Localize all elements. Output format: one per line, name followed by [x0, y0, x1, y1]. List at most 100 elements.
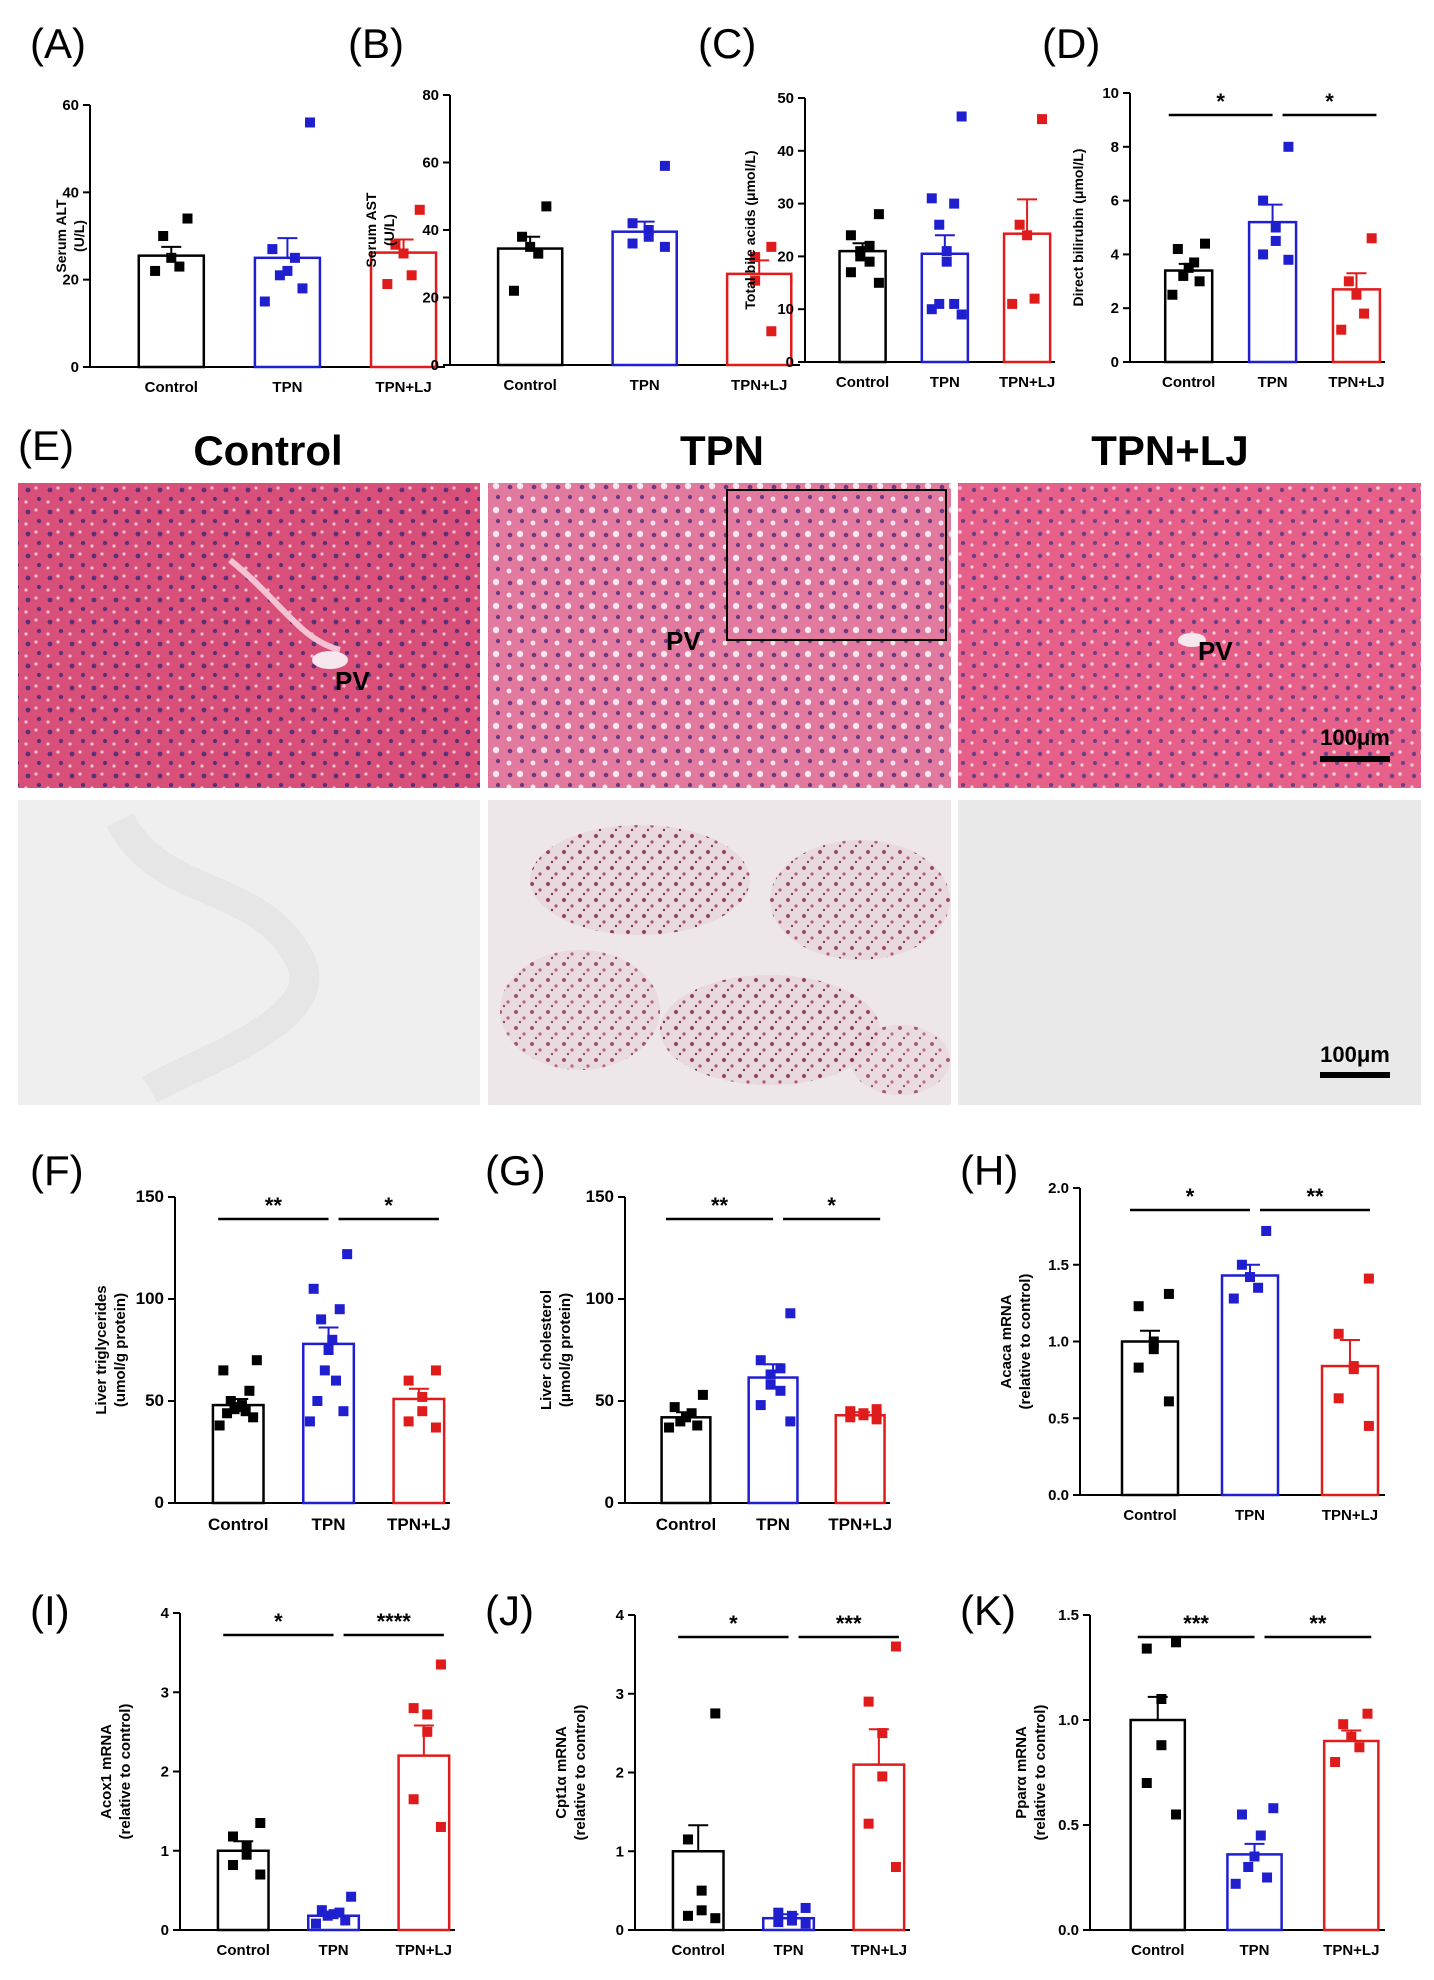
significance-label: **	[711, 1193, 729, 1218]
y-tick-label: 80	[422, 87, 439, 104]
y-axis-label: Acox1 mRNA (relative to control)	[98, 1704, 134, 1840]
data-point	[1228, 1293, 1239, 1304]
y-axis-label-line: Pparα mRNA	[1013, 1726, 1030, 1819]
data-point	[340, 1915, 351, 1926]
data-point	[422, 1709, 433, 1720]
x-tick-label: Control	[1123, 1507, 1176, 1524]
x-tick-label: TPN+LJ	[731, 377, 787, 394]
panel-letter-B: (B)	[348, 20, 404, 67]
y-tick-label: 30	[777, 196, 794, 213]
significance-label: ****	[377, 1609, 412, 1634]
data-point	[414, 204, 425, 215]
data-point	[1363, 1273, 1374, 1284]
data-point	[855, 251, 866, 262]
data-point	[1338, 1719, 1349, 1730]
data-point	[403, 1375, 414, 1386]
data-point	[800, 1918, 811, 1929]
y-tick-label: 3	[616, 1686, 624, 1703]
chart-B: (B) 0 20 40 60 80 Serum AST (U/L) Control TPN TPN+…	[348, 20, 800, 394]
data-point	[755, 1355, 766, 1366]
data-point	[775, 1385, 786, 1396]
y-axis-label: Cpt1α mRNA (relative to control)	[553, 1705, 589, 1841]
data-point	[525, 241, 536, 252]
data-point	[775, 1363, 786, 1374]
data-point	[773, 1917, 784, 1928]
x-tick-label: TPN+LJ	[396, 1942, 452, 1959]
y-tick-label: 8	[1111, 139, 1119, 156]
data-point	[158, 231, 169, 241]
y-tick-label: 0	[431, 357, 439, 374]
data-point	[1354, 1742, 1365, 1753]
chart-K: (K) 0.0 0.5 1.0 1.5 Pparα mRNA (relative to co…	[960, 1587, 1385, 1959]
x-tick-label: Control	[503, 377, 556, 394]
data-point	[941, 256, 952, 267]
data-point	[845, 1406, 856, 1417]
x-tick-label: TPN	[774, 1942, 804, 1959]
chart-I: (I) 0 1 2 3 4 Acox1 mRNA (relative to control) C…	[30, 1587, 455, 1959]
data-point	[319, 1365, 330, 1376]
panel-letter-G: (G)	[485, 1147, 546, 1194]
data-point	[627, 238, 638, 249]
data-point	[240, 1406, 251, 1417]
data-point	[417, 1391, 428, 1402]
data-point	[1163, 1396, 1174, 1407]
he-image-control: PV	[18, 483, 480, 788]
scale-bar-label-he: 100μm	[1320, 725, 1390, 750]
data-point	[1141, 1643, 1152, 1654]
data-point	[1270, 222, 1281, 233]
x-tick-label: TPN	[930, 374, 960, 391]
y-axis-label-line: (relative to control)	[117, 1704, 134, 1840]
data-point	[222, 1408, 233, 1419]
data-point	[643, 231, 654, 242]
x-tick-label: Control	[1162, 374, 1215, 391]
data-point	[1258, 195, 1269, 206]
panel-letter-I: (I)	[30, 1587, 70, 1634]
data-point	[680, 1412, 691, 1423]
bar-TPN	[1226, 1853, 1283, 1932]
significance-label: ***	[1183, 1611, 1209, 1636]
data-point	[304, 1416, 315, 1427]
y-axis-label-line: Total bile acids (μmol/L)	[742, 150, 758, 309]
y-axis-label: Total bile acids (μmol/L)	[742, 150, 758, 309]
data-point	[1148, 1344, 1159, 1355]
data-point	[408, 1703, 419, 1714]
scale-bar-he	[1320, 756, 1390, 762]
x-tick-label: TPN	[1258, 374, 1288, 391]
data-point	[174, 261, 185, 272]
bar-TPN+LJ	[397, 1754, 451, 1932]
x-tick-label: Control	[836, 374, 889, 391]
data-point	[316, 1314, 327, 1325]
data-point	[873, 209, 884, 220]
data-point	[956, 111, 967, 122]
y-axis-label: Serum AST (U/L)	[363, 192, 397, 267]
data-point	[342, 1249, 353, 1260]
data-point	[227, 1831, 238, 1842]
y-axis-label: Liver triglycerides (umol/g protein)	[93, 1285, 129, 1414]
bar-TPN+LJ	[852, 1763, 906, 1932]
x-tick-label: TPN+LJ	[999, 374, 1055, 391]
data-point	[322, 1910, 333, 1921]
data-point	[766, 241, 777, 252]
y-tick-label: 1.0	[1048, 1334, 1069, 1351]
pv-label-tpn: PV	[666, 626, 701, 656]
data-point	[406, 270, 417, 281]
data-point	[1330, 1757, 1341, 1767]
data-point	[541, 201, 552, 212]
data-point	[346, 1891, 357, 1902]
data-point	[338, 1406, 349, 1417]
data-point	[1366, 233, 1377, 244]
significance-label: *	[729, 1611, 738, 1636]
y-tick-label: 1	[616, 1843, 624, 1860]
data-point	[664, 1422, 675, 1433]
data-point	[1363, 1420, 1374, 1431]
data-point	[926, 193, 937, 204]
y-axis-label-line: Acaca mRNA	[998, 1294, 1015, 1388]
data-point	[1148, 1336, 1159, 1347]
x-tick-label: TPN+LJ	[1323, 1942, 1379, 1959]
bar-Control	[496, 247, 564, 367]
data-point	[289, 252, 300, 263]
y-axis-label-line: Serum ALT	[53, 199, 69, 273]
data-point	[297, 283, 308, 294]
